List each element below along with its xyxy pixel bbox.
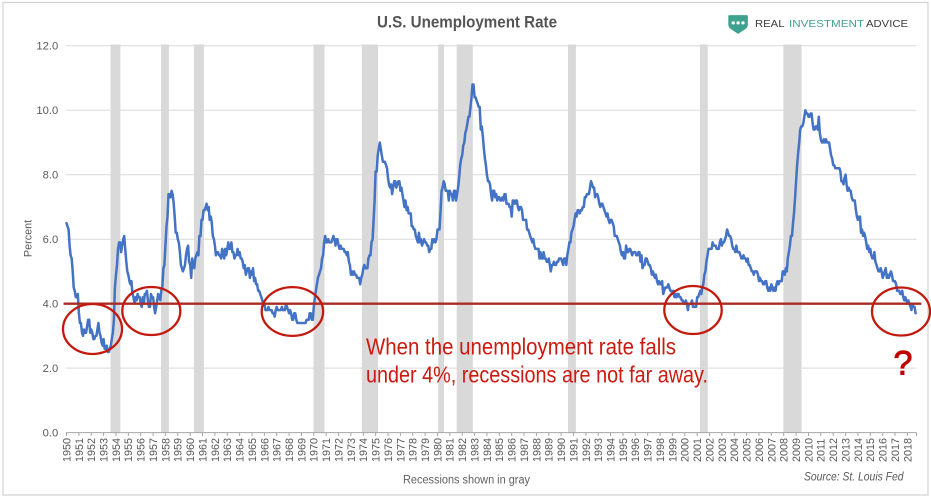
svg-text:1979: 1979 — [420, 438, 432, 462]
svg-text:2005: 2005 — [742, 438, 754, 462]
svg-text:1989: 1989 — [544, 438, 556, 462]
svg-text:Recessions shown in gray: Recessions shown in gray — [403, 475, 530, 487]
svg-text:1958: 1958 — [160, 438, 172, 462]
svg-text:1981: 1981 — [445, 438, 457, 462]
svg-text:2016: 2016 — [878, 438, 890, 462]
svg-text:12.0: 12.0 — [36, 41, 58, 53]
svg-text:1957: 1957 — [148, 438, 160, 462]
svg-text:?: ? — [894, 345, 913, 383]
svg-text:2006: 2006 — [754, 438, 766, 462]
svg-text:2010: 2010 — [803, 438, 815, 462]
svg-text:1973: 1973 — [346, 438, 358, 462]
svg-text:2003: 2003 — [717, 438, 729, 462]
svg-text:2018: 2018 — [902, 438, 914, 462]
svg-text:2011: 2011 — [816, 439, 828, 462]
svg-text:When the unemployment rate fal: When the unemployment rate falls — [366, 334, 676, 360]
svg-text:8.0: 8.0 — [43, 170, 59, 182]
svg-text:1998: 1998 — [655, 438, 667, 462]
svg-text:1964: 1964 — [235, 438, 247, 462]
svg-text:1953: 1953 — [99, 438, 111, 462]
svg-text:1987: 1987 — [519, 438, 531, 462]
svg-text:REAL: REAL — [755, 18, 785, 30]
svg-text:2014: 2014 — [853, 438, 865, 462]
svg-text:1997: 1997 — [643, 438, 655, 462]
svg-text:1980: 1980 — [432, 438, 444, 462]
svg-text:1959: 1959 — [173, 438, 185, 462]
svg-text:1975: 1975 — [371, 438, 383, 462]
svg-text:Source: St. Louis Fed: Source: St. Louis Fed — [804, 470, 904, 484]
svg-text:2000: 2000 — [680, 438, 692, 462]
svg-text:1988: 1988 — [531, 438, 543, 462]
svg-text:1991: 1991 — [568, 438, 580, 462]
svg-text:1976: 1976 — [383, 438, 395, 462]
svg-text:1982: 1982 — [457, 438, 469, 462]
svg-text:1960: 1960 — [185, 438, 197, 462]
svg-text:1974: 1974 — [358, 438, 370, 462]
svg-text:1999: 1999 — [667, 438, 679, 462]
svg-text:1978: 1978 — [408, 438, 420, 462]
svg-text:1990: 1990 — [556, 438, 568, 462]
svg-text:2009: 2009 — [791, 438, 803, 462]
svg-text:1969: 1969 — [296, 438, 308, 462]
svg-text:2017: 2017 — [890, 438, 902, 462]
svg-text:1995: 1995 — [618, 438, 630, 462]
svg-text:4.0: 4.0 — [43, 299, 59, 311]
svg-text:1961: 1961 — [197, 438, 209, 462]
svg-text:6.0: 6.0 — [43, 234, 59, 246]
svg-text:1966: 1966 — [259, 438, 271, 462]
svg-text:1996: 1996 — [630, 438, 642, 462]
svg-text:2002: 2002 — [704, 438, 716, 462]
svg-text:2001: 2001 — [692, 438, 704, 462]
svg-text:U.S. Unemployment Rate: U.S. Unemployment Rate — [377, 14, 557, 32]
svg-text:1985: 1985 — [494, 438, 506, 462]
svg-text:1952: 1952 — [86, 438, 98, 462]
svg-text:1955: 1955 — [123, 438, 135, 462]
svg-text:1986: 1986 — [507, 438, 519, 462]
svg-text:1971: 1971 — [321, 438, 333, 462]
svg-text:1950: 1950 — [61, 438, 73, 462]
svg-text:10.0: 10.0 — [36, 105, 58, 117]
svg-text:1993: 1993 — [593, 438, 605, 462]
svg-text:1984: 1984 — [482, 438, 494, 462]
svg-text:1972: 1972 — [334, 438, 346, 462]
svg-text:1965: 1965 — [247, 438, 259, 462]
svg-text:1962: 1962 — [210, 438, 222, 462]
svg-text:1956: 1956 — [136, 438, 148, 462]
svg-text:1977: 1977 — [395, 438, 407, 462]
svg-text:2007: 2007 — [766, 438, 778, 462]
svg-text:1992: 1992 — [581, 438, 593, 462]
svg-text:1967: 1967 — [272, 438, 284, 462]
svg-text:1983: 1983 — [470, 438, 482, 462]
svg-text:2.0: 2.0 — [43, 363, 59, 375]
svg-text:Percent: Percent — [23, 220, 35, 257]
svg-text:1963: 1963 — [222, 438, 234, 462]
svg-text:2012: 2012 — [828, 438, 840, 462]
svg-text:INVESTMENT: INVESTMENT — [789, 18, 865, 30]
svg-text:2013: 2013 — [841, 438, 853, 462]
svg-text:under 4%, recessions are not f: under 4%, recessions are not far away. — [366, 362, 708, 388]
svg-text:1968: 1968 — [284, 438, 296, 462]
svg-text:2008: 2008 — [779, 438, 791, 462]
svg-text:2004: 2004 — [729, 438, 741, 462]
svg-text:1994: 1994 — [606, 438, 618, 462]
svg-text:1970: 1970 — [309, 438, 321, 462]
svg-text:1951: 1951 — [74, 438, 86, 462]
svg-text:0.0: 0.0 — [43, 428, 59, 440]
svg-text:1954: 1954 — [111, 438, 123, 462]
svg-text:2015: 2015 — [865, 438, 877, 462]
svg-text:ADVICE: ADVICE — [866, 18, 908, 30]
